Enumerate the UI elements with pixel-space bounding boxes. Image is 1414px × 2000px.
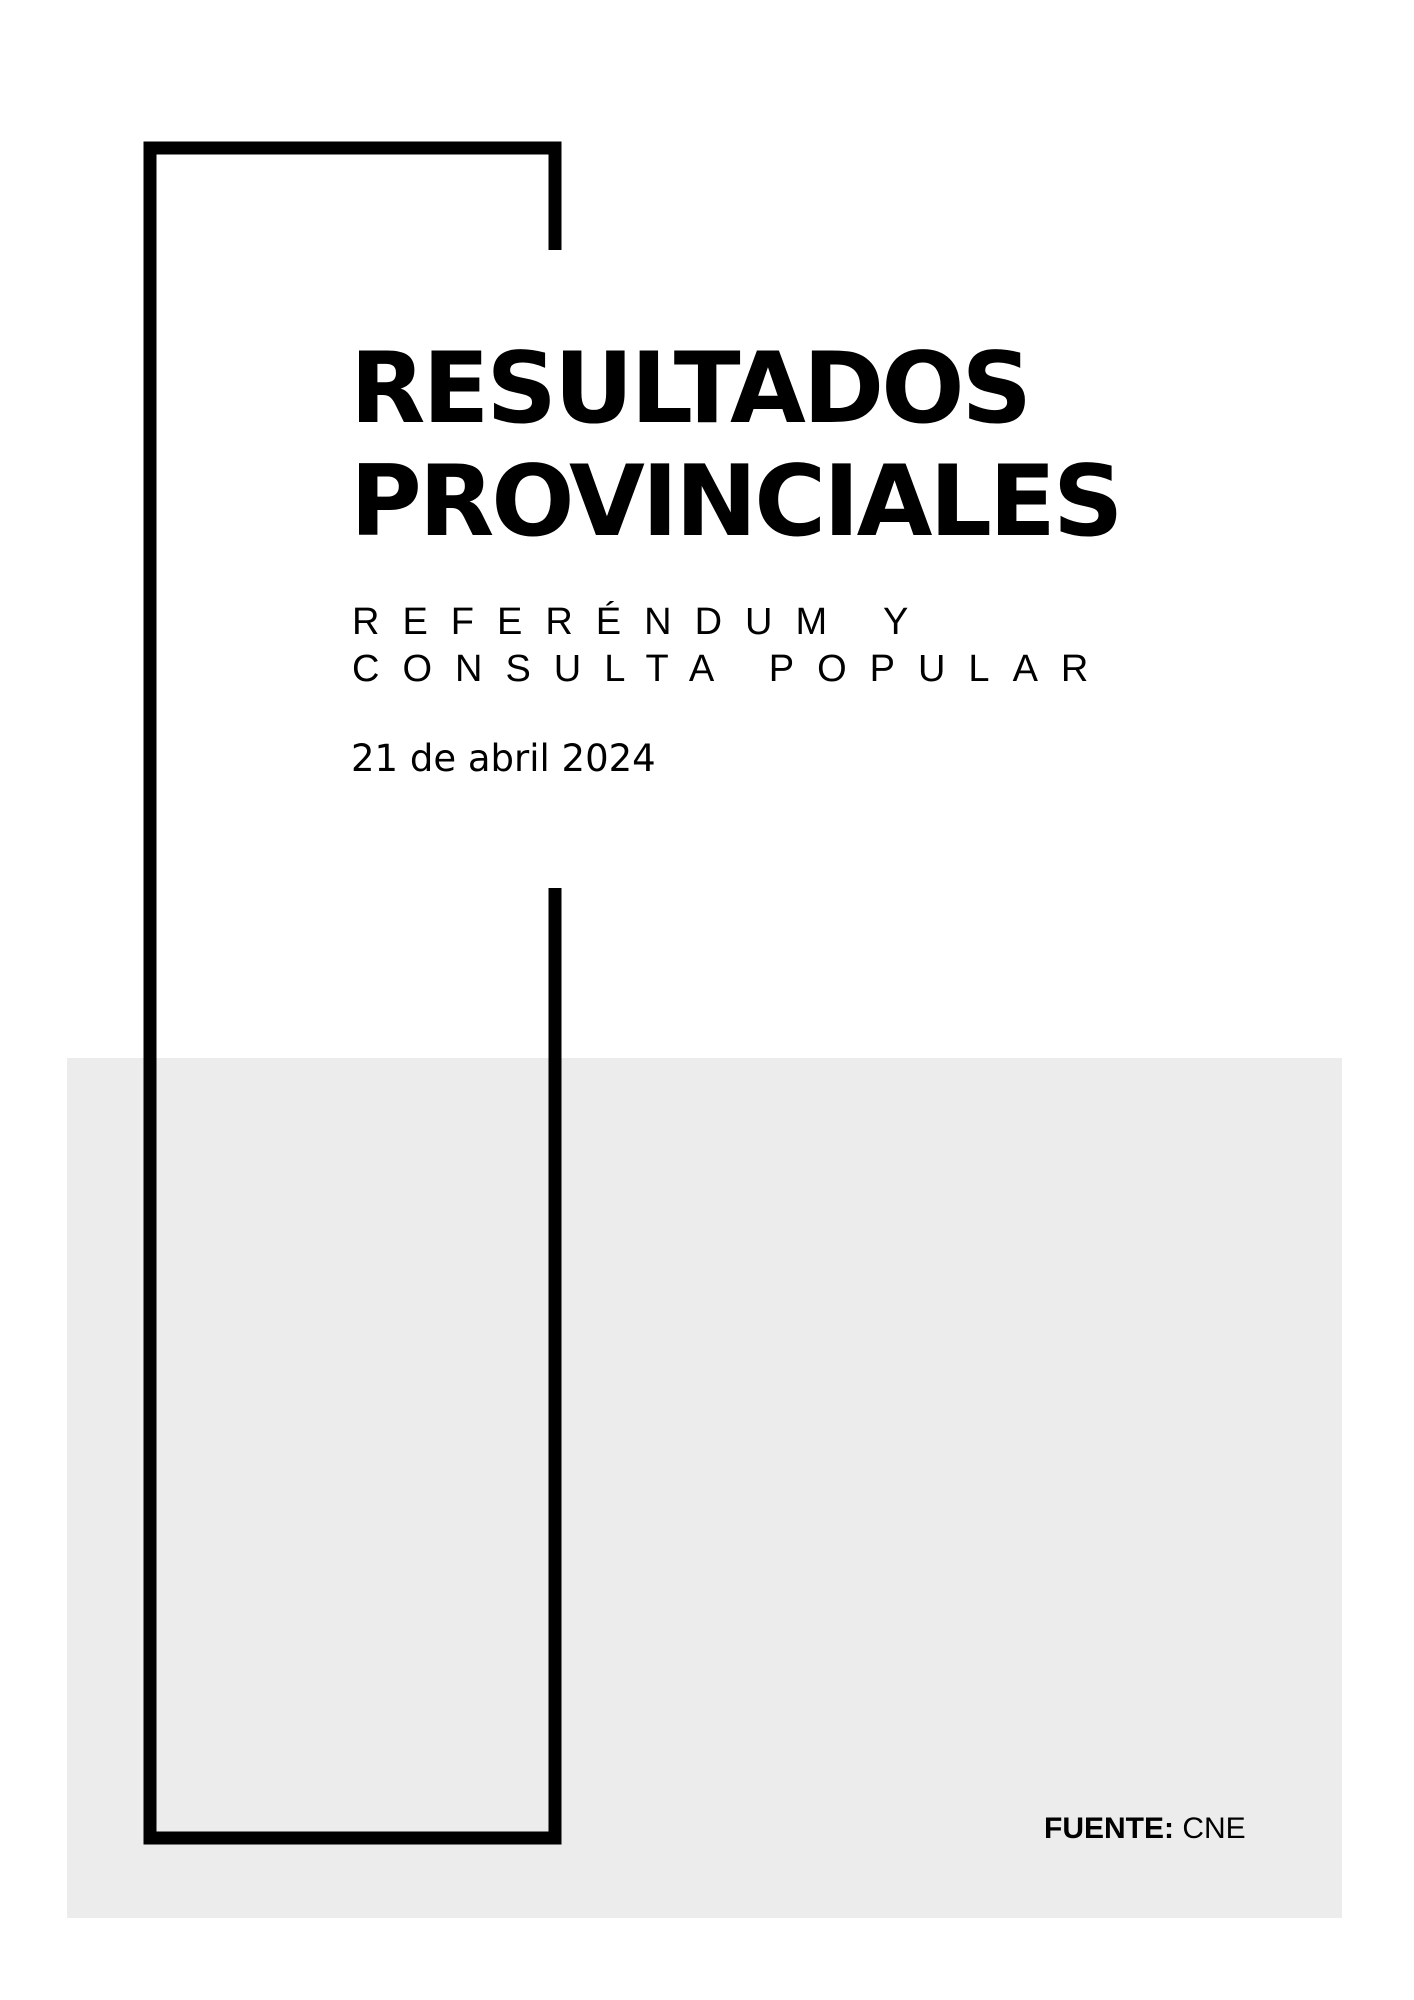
title-line-2: PROVINCIALES <box>350 445 1123 559</box>
subtitle-line-1: REFERÉNDUM Y <box>352 601 932 643</box>
source-credit: FUENTE: CNE <box>1044 1814 1246 1844</box>
source-label: FUENTE: <box>1044 1812 1174 1845</box>
title-line-1: RESULTADOS <box>350 332 1032 446</box>
subtitle-line-2: CONSULTA POPULAR <box>352 648 1112 690</box>
event-date: 21 de abril 2024 <box>351 737 656 780</box>
gray-background-panel <box>67 1058 1342 1918</box>
bracket-frame-top <box>143 141 562 1845</box>
source-value: CNE <box>1182 1812 1246 1845</box>
